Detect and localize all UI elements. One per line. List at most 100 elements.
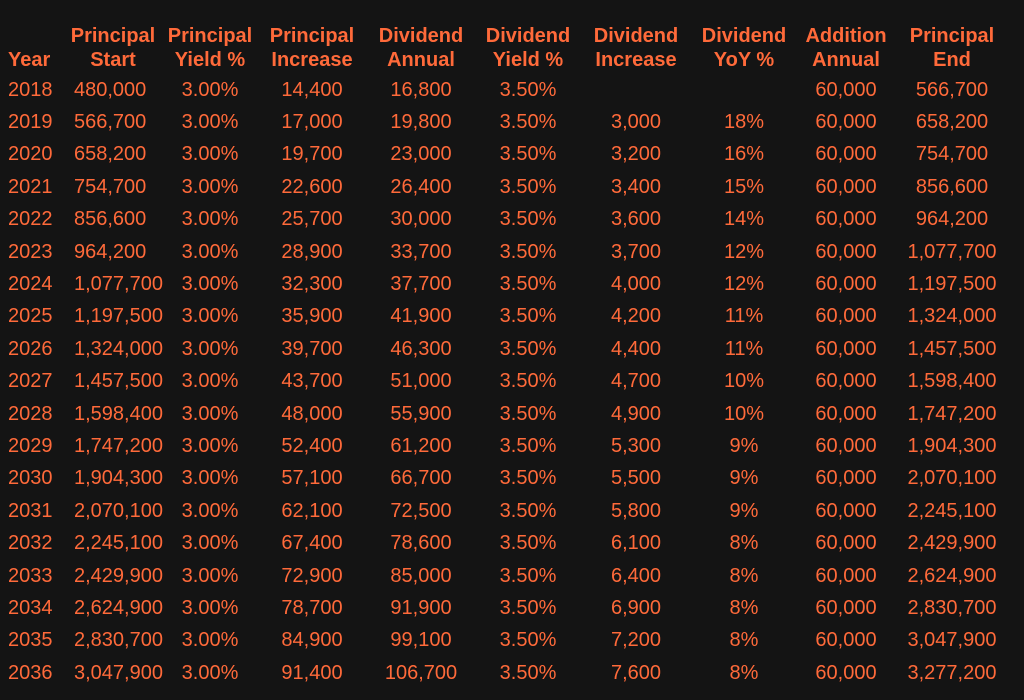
addition-annual-cell: 60,000 xyxy=(815,370,877,393)
header-dividend-increase: Dividend Increase xyxy=(582,0,690,74)
principal-increase-cell: 78,700 xyxy=(281,596,343,619)
header-addition-annual-line1: Addition xyxy=(805,25,887,47)
dividend-increase-cell xyxy=(582,74,690,106)
year-cell: 2027 xyxy=(8,370,53,393)
dividend-yoy-cell: 10% xyxy=(723,370,765,393)
addition-annual-cell: 60,000 xyxy=(815,564,877,587)
dividend-yield-cell: 3.50% xyxy=(499,240,557,263)
dividend-increase-cell: 3,200 xyxy=(610,143,662,166)
dividend-increase-cell: 6,900 xyxy=(610,596,662,619)
dividend-annual-cell: 99,100 xyxy=(390,629,452,652)
year-cell: 2023 xyxy=(8,240,53,263)
principal-yield-cell: 3.00% xyxy=(181,467,239,490)
principal-start-cell: 754,700 xyxy=(74,175,147,198)
table-row: 2031 2,070,100 3.00% 62,100 72,500 3.50% 5,800… xyxy=(0,495,1010,527)
addition-annual-cell: 60,000 xyxy=(815,467,877,490)
header-principal-increase: Principal Increase xyxy=(256,0,368,74)
year-cell: 2035 xyxy=(8,629,53,652)
dividend-annual-cell: 106,700 xyxy=(384,661,458,684)
header-year-line2: Year xyxy=(8,49,51,71)
dividend-yoy-cell: 8% xyxy=(729,661,759,684)
addition-annual-cell: 60,000 xyxy=(815,596,877,619)
dividend-increase-cell: 5,800 xyxy=(610,499,662,522)
dividend-yield-cell: 3.50% xyxy=(499,370,557,393)
principal-increase-cell: 39,700 xyxy=(281,337,343,360)
principal-increase-cell: 22,600 xyxy=(281,175,343,198)
header-principal-increase-line2: Increase xyxy=(271,49,353,71)
year-cell: 2026 xyxy=(8,337,53,360)
addition-annual-cell: 60,000 xyxy=(815,337,877,360)
header-principal-yield: Principal Yield % xyxy=(164,0,256,74)
dividend-increase-cell: 3,000 xyxy=(610,111,662,134)
table-row: 2026 1,324,000 3.00% 39,700 46,300 3.50% 4,400… xyxy=(0,333,1010,365)
dividend-annual-cell: 23,000 xyxy=(390,143,452,166)
year-cell: 2033 xyxy=(8,564,53,587)
principal-end-cell: 1,747,200 xyxy=(907,402,997,425)
dividend-yoy-cell: 11% xyxy=(724,337,764,360)
dividend-yield-cell: 3.50% xyxy=(499,273,557,296)
table-row: 2032 2,245,100 3.00% 67,400 78,600 3.50% 6,100… xyxy=(0,527,1010,559)
principal-increase-cell: 25,700 xyxy=(281,208,343,231)
dividend-yoy-cell: 18% xyxy=(723,111,765,134)
principal-end-cell: 2,429,900 xyxy=(907,532,997,555)
principal-increase-cell: 84,900 xyxy=(281,629,343,652)
principal-end-cell: 2,624,900 xyxy=(907,564,997,587)
principal-increase-cell: 14,400 xyxy=(281,78,343,101)
principal-increase-cell: 67,400 xyxy=(281,532,343,555)
principal-increase-cell: 32,300 xyxy=(281,273,343,296)
table-row: 2022 856,600 3.00% 25,700 30,000 3.50% 3,600 14… xyxy=(0,204,1010,236)
dividend-annual-cell: 61,200 xyxy=(390,434,452,457)
principal-yield-cell: 3.00% xyxy=(181,175,239,198)
header-dividend-annual-line1: Dividend xyxy=(378,25,464,47)
principal-yield-cell: 3.00% xyxy=(181,532,239,555)
table-row: 2029 1,747,200 3.00% 52,400 61,200 3.50% 5,300… xyxy=(0,430,1010,462)
year-cell: 2029 xyxy=(8,434,53,457)
principal-start-cell: 1,197,500 xyxy=(74,305,163,328)
principal-start-cell: 964,200 xyxy=(74,240,147,263)
addition-annual-cell: 60,000 xyxy=(815,208,877,231)
dividend-yield-cell: 3.50% xyxy=(499,564,557,587)
dividend-yield-cell: 3.50% xyxy=(499,434,557,457)
dividend-yoy-cell: 15% xyxy=(723,175,765,198)
dividend-increase-cell: 4,700 xyxy=(610,370,662,393)
dividend-annual-cell: 41,900 xyxy=(390,305,452,328)
header-principal-yield-line1: Principal xyxy=(167,25,253,47)
year-cell: 2034 xyxy=(8,596,53,619)
principal-yield-cell: 3.00% xyxy=(181,402,239,425)
dividend-yoy-cell: 8% xyxy=(729,629,759,652)
principal-start-cell: 2,070,100 xyxy=(74,499,163,522)
principal-end-cell: 856,600 xyxy=(915,175,989,198)
dividend-increase-cell: 4,400 xyxy=(610,337,662,360)
dividend-increase-cell: 4,900 xyxy=(610,402,662,425)
dividend-annual-cell: 37,700 xyxy=(390,273,452,296)
dividend-yoy-cell: 8% xyxy=(729,596,759,619)
principal-end-cell: 3,047,900 xyxy=(907,629,997,652)
table-row: 2027 1,457,500 3.00% 43,700 51,000 3.50% 4,700… xyxy=(0,366,1010,398)
dividend-yoy-cell: 10% xyxy=(723,402,765,425)
table-row: 2024 1,077,700 3.00% 32,300 37,700 3.50% 4,000… xyxy=(0,268,1010,300)
header-principal-start-line1: Principal xyxy=(70,25,156,47)
header-addition-annual: Addition Annual xyxy=(798,0,894,74)
dividend-annual-cell: 55,900 xyxy=(390,402,452,425)
header-addition-annual-line2: Annual xyxy=(812,49,880,71)
dividend-annual-cell: 78,600 xyxy=(390,532,452,555)
principal-start-cell: 1,747,200 xyxy=(74,434,163,457)
principal-start-cell: 3,047,900 xyxy=(74,661,163,684)
year-cell: 2021 xyxy=(8,175,53,198)
year-cell: 2036 xyxy=(8,661,53,684)
principal-end-cell: 1,457,500 xyxy=(907,337,997,360)
table-row: 2023 964,200 3.00% 28,900 33,700 3.50% 3,700 12… xyxy=(0,236,1010,268)
principal-increase-cell: 35,900 xyxy=(281,305,343,328)
dividend-increase-cell: 4,200 xyxy=(610,305,662,328)
table-row: 2028 1,598,400 3.00% 48,000 55,900 3.50% 4,900… xyxy=(0,398,1010,430)
dividend-yield-cell: 3.50% xyxy=(499,337,557,360)
principal-increase-cell: 43,700 xyxy=(281,370,343,393)
year-cell: 2022 xyxy=(8,208,53,231)
header-dividend-yoy-line2: YoY % xyxy=(713,49,775,71)
principal-increase-cell: 19,700 xyxy=(281,143,343,166)
dividend-annual-cell: 85,000 xyxy=(390,564,452,587)
principal-yield-cell: 3.00% xyxy=(181,337,239,360)
principal-end-cell: 2,245,100 xyxy=(907,499,997,522)
header-principal-start: Principal Start xyxy=(62,0,164,74)
